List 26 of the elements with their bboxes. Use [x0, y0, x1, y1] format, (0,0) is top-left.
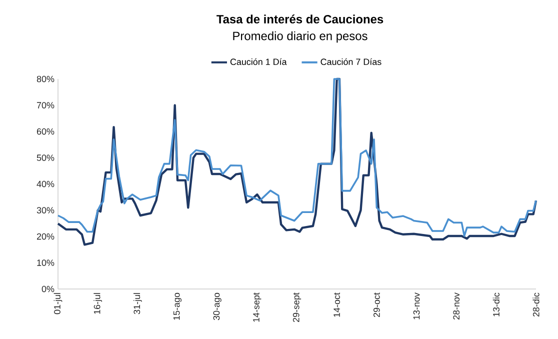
y-tick-label: 0% [42, 286, 54, 292]
y-tick-label: 50% [36, 154, 54, 161]
x-tick-label: 30-ago [213, 292, 222, 320]
x-tick-label: 14-sept [253, 292, 262, 322]
x-tick-label: 13-dic [492, 292, 500, 316]
x-tick-label: 31-jul [133, 293, 142, 314]
y-tick-label: 20% [36, 233, 54, 240]
y-tick-label: 40% [36, 180, 54, 188]
y-tick-label: 10% [37, 260, 54, 266]
x-tick-label: 29-oct [373, 292, 380, 317]
y-tick-label: 60% [36, 128, 54, 135]
x-tick-label: 14-oct [334, 292, 340, 317]
x-tick-label: 28-nov [453, 292, 460, 320]
y-tick-label: 80% [36, 76, 54, 82]
x-tick-label: 15-ago [173, 292, 182, 320]
x-tick-label: 01-jul [54, 293, 62, 314]
chart-subtitle: Promedio diario en pesos [233, 31, 368, 43]
x-tick-label: 13-nov [413, 292, 420, 320]
legend-label: Caución 7 Días [320, 58, 382, 66]
x-tick-label: 29-sept [292, 292, 302, 322]
x-tick-label: 16-jul [94, 293, 102, 314]
chart-title: Tasa de interés de Cauciones [216, 14, 384, 24]
legend-label: Caución 1 Día [230, 58, 287, 66]
y-tick-label: 70% [36, 102, 54, 108]
y-tick-label: 30% [36, 207, 54, 214]
x-tick-label: 28-dic [532, 292, 540, 316]
